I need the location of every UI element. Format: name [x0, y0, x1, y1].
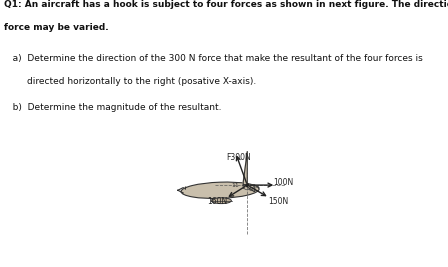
Text: directed horizontally to the right (posative X-axis).: directed horizontally to the right (posa…	[4, 77, 257, 86]
Ellipse shape	[181, 182, 259, 198]
Polygon shape	[244, 185, 255, 192]
Text: a)  Determine the direction of the 300 N force that make the resultant of the fo: a) Determine the direction of the 300 N …	[4, 54, 423, 63]
Text: 11: 11	[231, 183, 239, 189]
Text: force may be varied.: force may be varied.	[4, 23, 109, 32]
Text: α: α	[249, 186, 253, 192]
Text: 4: 4	[255, 185, 259, 190]
Text: 150N: 150N	[268, 197, 288, 206]
Polygon shape	[243, 151, 247, 185]
Text: 160N: 160N	[207, 197, 227, 206]
Ellipse shape	[211, 198, 231, 203]
Text: 100N: 100N	[274, 178, 294, 187]
Text: Q1: An aircraft has a hook is subject to four forces as shown in next figure. Th: Q1: An aircraft has a hook is subject to…	[4, 0, 448, 9]
Text: F300N: F300N	[226, 153, 251, 162]
Circle shape	[246, 184, 249, 186]
Text: 3: 3	[240, 185, 244, 190]
Text: b)  Determine the magnitude of the resultant.: b) Determine the magnitude of the result…	[4, 103, 222, 112]
